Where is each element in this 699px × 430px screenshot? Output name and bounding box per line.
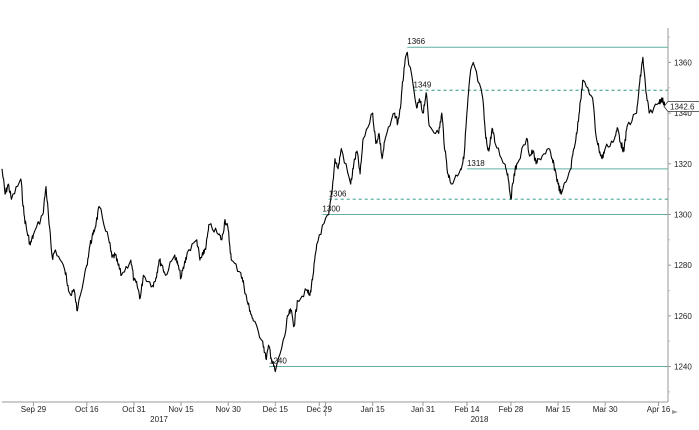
price-series [1, 51, 666, 373]
level-label: 1349 [414, 80, 432, 89]
x-tick-label: Mar 15 [546, 405, 571, 414]
y-tick-label: 1320 [674, 160, 692, 169]
x-tick-label: Oct 31 [122, 405, 146, 414]
x-tick-label: Nov 15 [168, 405, 194, 414]
level-label: 1366 [407, 37, 425, 46]
last-value-label: 1342.6 [670, 103, 695, 112]
x-tick-label: Feb 28 [498, 405, 523, 414]
x-tick-label: Nov 30 [216, 405, 242, 414]
y-tick-label: 1260 [674, 312, 692, 321]
year-label: 2018 [471, 415, 489, 424]
level-label: 1318 [467, 159, 485, 168]
x-tick-label: Jan 31 [411, 405, 436, 414]
level-labels: 1366 1349 1318 1306 1300 1240 [269, 37, 485, 365]
y-tick-label: 1280 [674, 261, 692, 270]
last-value-tag [663, 101, 699, 112]
x-tick-label: Jan 15 [361, 405, 386, 414]
level-label: 1306 [329, 189, 347, 198]
x-axis-arrow [672, 410, 678, 414]
x-tick-label: Sep 29 [21, 405, 47, 414]
support-resistance-lines [269, 46, 668, 368]
x-tick-label: Apr 16 [647, 405, 671, 414]
x-tick-label: Mar 30 [593, 405, 618, 414]
y-tick-label: 1240 [674, 363, 692, 372]
axes: 1240 1260 1280 1300 1320 1340 1360 Sep 29 Oct 16… [2, 28, 699, 424]
x-tick-label: Dec 29 [307, 405, 333, 414]
price-line [1, 51, 666, 373]
x-tick-label: Feb 14 [454, 405, 479, 414]
x-tick-label: Oct 16 [75, 405, 99, 414]
y-tick-label: 1300 [674, 210, 692, 219]
level-label: 1240 [269, 357, 287, 366]
y-tick-label: 1360 [674, 58, 692, 67]
year-label: 2017 [150, 415, 168, 424]
x-tick-label: Dec 15 [263, 405, 289, 414]
y-tick-label: 1340 [674, 109, 692, 118]
level-label: 1300 [322, 204, 340, 213]
